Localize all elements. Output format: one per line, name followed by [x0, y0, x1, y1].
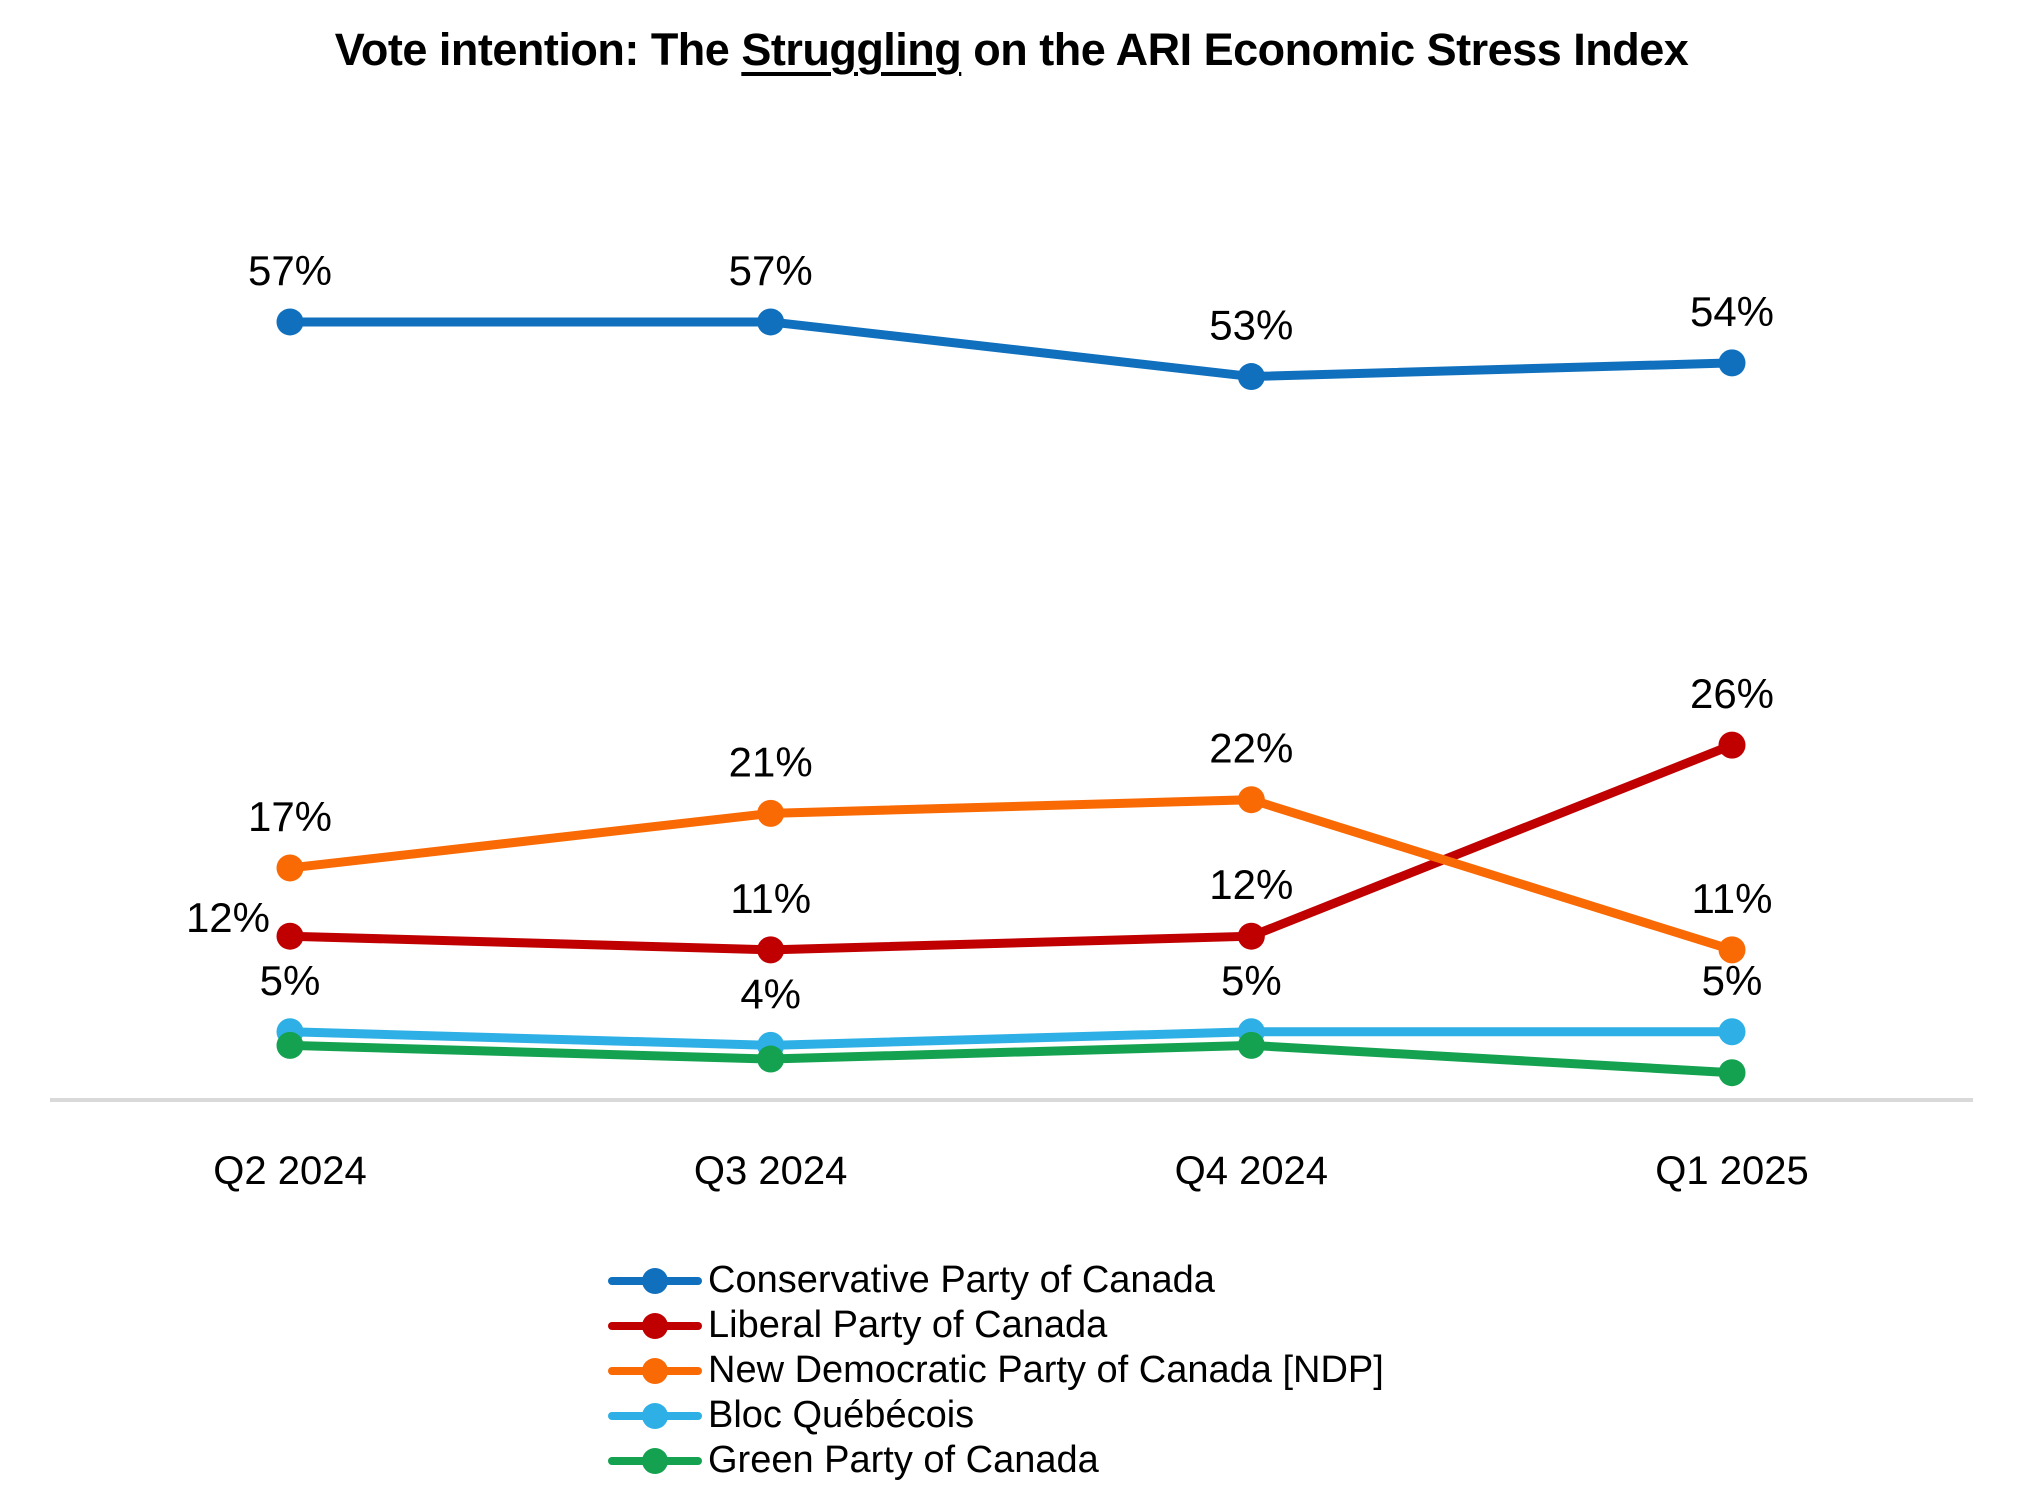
svg-text:Q2 2024: Q2 2024: [213, 1149, 366, 1193]
svg-text:57%: 57%: [729, 247, 813, 294]
title-prefix: Vote intention: The: [334, 24, 742, 75]
page-title: Vote intention: The Struggling on the AR…: [0, 24, 2023, 76]
legend-marker-icon: [608, 1267, 702, 1294]
svg-text:22%: 22%: [1209, 725, 1293, 772]
svg-text:57%: 57%: [248, 247, 332, 294]
legend-row-bloc: Bloc Québécois: [608, 1393, 1384, 1438]
legend-marker-icon: [608, 1312, 702, 1339]
legend-marker-icon: [608, 1357, 702, 1384]
legend-label: Conservative Party of Canada: [708, 1259, 1215, 1301]
svg-text:Q1 2025: Q1 2025: [1655, 1149, 1808, 1193]
svg-text:5%: 5%: [260, 957, 321, 1004]
legend-marker-icon: [608, 1402, 702, 1429]
svg-text:Q3 2024: Q3 2024: [694, 1149, 847, 1193]
legend-label: New Democratic Party of Canada [NDP]: [708, 1349, 1384, 1391]
svg-text:54%: 54%: [1690, 288, 1774, 335]
svg-text:4%: 4%: [740, 970, 801, 1017]
svg-text:17%: 17%: [248, 793, 332, 840]
legend-row-ndp: New Democratic Party of Canada [NDP]: [608, 1348, 1384, 1393]
svg-text:12%: 12%: [1209, 861, 1293, 908]
svg-text:5%: 5%: [1221, 957, 1282, 1004]
svg-text:5%: 5%: [1702, 957, 1763, 1004]
title-underlined-word: Struggling: [741, 24, 962, 75]
legend-row-green: Green Party of Canada: [608, 1438, 1384, 1483]
legend: Conservative Party of Canada Liberal Par…: [608, 1258, 1384, 1483]
svg-text:53%: 53%: [1209, 302, 1293, 349]
svg-text:12%: 12%: [186, 894, 270, 941]
svg-text:11%: 11%: [1692, 875, 1773, 922]
legend-label: Bloc Québécois: [708, 1394, 975, 1436]
legend-label: Liberal Party of Canada: [708, 1304, 1108, 1346]
svg-text:21%: 21%: [729, 738, 813, 785]
legend-row-liberal: Liberal Party of Canada: [608, 1303, 1384, 1348]
legend-row-conservative: Conservative Party of Canada: [608, 1258, 1384, 1303]
svg-text:11%: 11%: [730, 875, 811, 922]
legend-label: Green Party of Canada: [708, 1439, 1099, 1481]
svg-text:26%: 26%: [1690, 670, 1774, 717]
title-suffix: on the ARI Economic Stress Index: [961, 24, 1689, 75]
svg-text:Q4 2024: Q4 2024: [1175, 1149, 1328, 1193]
legend-marker-icon: [608, 1447, 702, 1474]
